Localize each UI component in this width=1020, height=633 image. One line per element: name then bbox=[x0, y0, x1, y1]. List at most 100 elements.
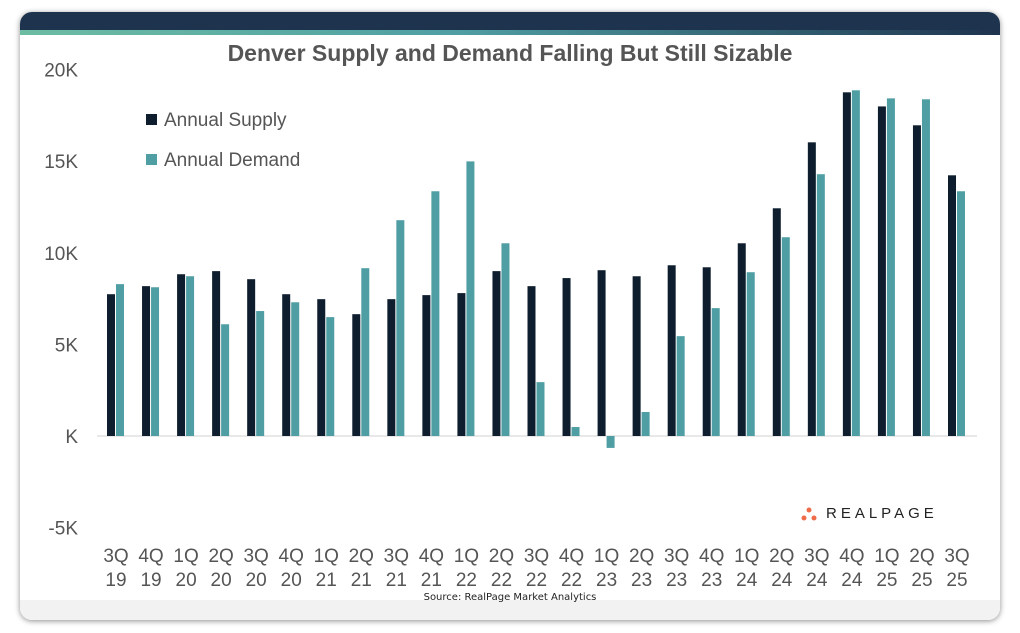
x-tick-label: 22 bbox=[561, 570, 582, 591]
demand-bar bbox=[186, 276, 195, 436]
y-tick-label: 5K bbox=[55, 335, 79, 356]
logo-dots-icon bbox=[801, 507, 817, 520]
demand-bar bbox=[291, 302, 300, 436]
demand-bar bbox=[536, 382, 545, 436]
x-tick-label: 21 bbox=[421, 570, 442, 591]
supply-bar bbox=[807, 142, 816, 437]
demand-bar bbox=[256, 311, 265, 436]
supply-bar bbox=[177, 274, 186, 436]
supply-bar bbox=[702, 267, 711, 436]
supply-bar bbox=[632, 276, 641, 436]
x-tick-label: 19 bbox=[140, 570, 161, 591]
x-tick-label: 3Q bbox=[103, 546, 128, 567]
supply-bar bbox=[527, 286, 536, 436]
supply-bar bbox=[212, 271, 221, 436]
x-tick-label: 3Q bbox=[804, 546, 829, 567]
demand-bar bbox=[571, 427, 580, 436]
demand-bar bbox=[676, 336, 685, 436]
footer-bar bbox=[20, 600, 1000, 620]
header-bar bbox=[20, 12, 1000, 31]
x-tick-label: 20 bbox=[211, 570, 232, 591]
x-tick-label: 20 bbox=[281, 570, 302, 591]
x-tick-label: 4Q bbox=[138, 546, 163, 567]
x-tick-label: 4Q bbox=[419, 546, 444, 567]
legend-swatch bbox=[146, 114, 157, 125]
supply-bar bbox=[142, 286, 151, 436]
demand-bar bbox=[957, 191, 965, 436]
x-tick-label: 19 bbox=[105, 570, 126, 591]
demand-bar bbox=[396, 220, 405, 436]
demand-bar bbox=[361, 268, 370, 436]
supply-bar bbox=[562, 278, 571, 436]
supply-bar bbox=[457, 293, 466, 436]
y-tick-label: K bbox=[65, 427, 78, 448]
x-tick-label: 23 bbox=[666, 570, 687, 591]
chart-title: Denver Supply and Demand Falling But Sti… bbox=[227, 40, 793, 66]
y-tick-label: 15K bbox=[44, 152, 78, 173]
demand-bar bbox=[641, 412, 650, 436]
realpage-logo: REALPAGE bbox=[800, 505, 938, 522]
x-tick-label: 24 bbox=[736, 570, 758, 591]
x-tick-label: 20 bbox=[176, 570, 197, 591]
x-tick-label: 1Q bbox=[314, 546, 339, 567]
header-stripe bbox=[20, 30, 1000, 35]
supply-bar bbox=[842, 92, 851, 436]
demand-bar bbox=[431, 191, 440, 436]
supply-bar bbox=[912, 125, 921, 437]
supply-bar bbox=[387, 299, 396, 436]
x-tick-label: 2Q bbox=[349, 546, 374, 567]
demand-bar bbox=[746, 272, 755, 436]
y-tick-label: 20K bbox=[44, 61, 78, 82]
supply-bar bbox=[317, 299, 326, 436]
demand-bar bbox=[501, 243, 510, 436]
demand-bar bbox=[711, 308, 720, 436]
x-tick-label: 20 bbox=[246, 570, 267, 591]
supply-bar bbox=[107, 294, 115, 436]
supply-bar bbox=[597, 270, 606, 436]
x-tick-label: 2Q bbox=[769, 546, 794, 567]
x-tick-label: 24 bbox=[771, 570, 793, 591]
supply-bar bbox=[737, 243, 746, 436]
demand-bar bbox=[851, 90, 860, 436]
x-tick-label: 1Q bbox=[734, 546, 759, 567]
x-tick-label: 4Q bbox=[559, 546, 584, 567]
y-tick-label: -5K bbox=[48, 519, 78, 540]
demand-bar bbox=[466, 161, 475, 437]
x-tick-label: 2Q bbox=[489, 546, 514, 567]
x-tick-label: 24 bbox=[841, 570, 863, 591]
x-tick-label: 25 bbox=[946, 570, 967, 591]
legend-label: Annual Supply bbox=[164, 110, 287, 131]
supply-bar bbox=[282, 294, 291, 436]
x-tick-label: 3Q bbox=[243, 546, 268, 567]
x-tick-label: 2Q bbox=[208, 546, 233, 567]
demand-bar bbox=[116, 284, 124, 436]
demand-bar bbox=[326, 317, 335, 436]
x-tick-label: 1Q bbox=[454, 546, 479, 567]
x-tick-label: 4Q bbox=[279, 546, 304, 567]
supply-bar bbox=[422, 295, 431, 436]
x-tick-label: 2Q bbox=[909, 546, 934, 567]
legend-swatch bbox=[146, 154, 157, 165]
demand-bar bbox=[606, 436, 615, 448]
demand-bar bbox=[886, 98, 895, 436]
supply-bar bbox=[948, 175, 956, 436]
x-tick-label: 1Q bbox=[594, 546, 619, 567]
x-tick-label: 3Q bbox=[384, 546, 409, 567]
demand-bar bbox=[221, 324, 230, 436]
x-tick-label: 25 bbox=[911, 570, 932, 591]
legend-label: Annual Demand bbox=[164, 150, 300, 171]
supply-bar bbox=[352, 314, 361, 436]
x-tick-label: 23 bbox=[596, 570, 617, 591]
x-tick-label: 22 bbox=[491, 570, 512, 591]
demand-bar bbox=[151, 287, 160, 436]
demand-bar bbox=[781, 237, 790, 436]
x-tick-label: 3Q bbox=[944, 546, 969, 567]
x-tick-label: 21 bbox=[351, 570, 372, 591]
x-tick-label: 3Q bbox=[524, 546, 549, 567]
x-tick-label: 3Q bbox=[664, 546, 689, 567]
y-tick-label: 10K bbox=[44, 244, 78, 265]
x-tick-label: 25 bbox=[876, 570, 897, 591]
demand-bar bbox=[816, 174, 825, 436]
x-tick-label: 21 bbox=[316, 570, 337, 591]
